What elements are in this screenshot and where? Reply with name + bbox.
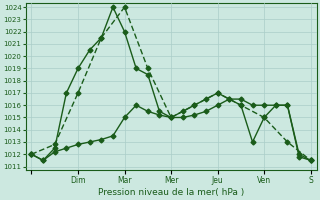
X-axis label: Pression niveau de la mer( hPa ): Pression niveau de la mer( hPa ) [98, 188, 244, 197]
